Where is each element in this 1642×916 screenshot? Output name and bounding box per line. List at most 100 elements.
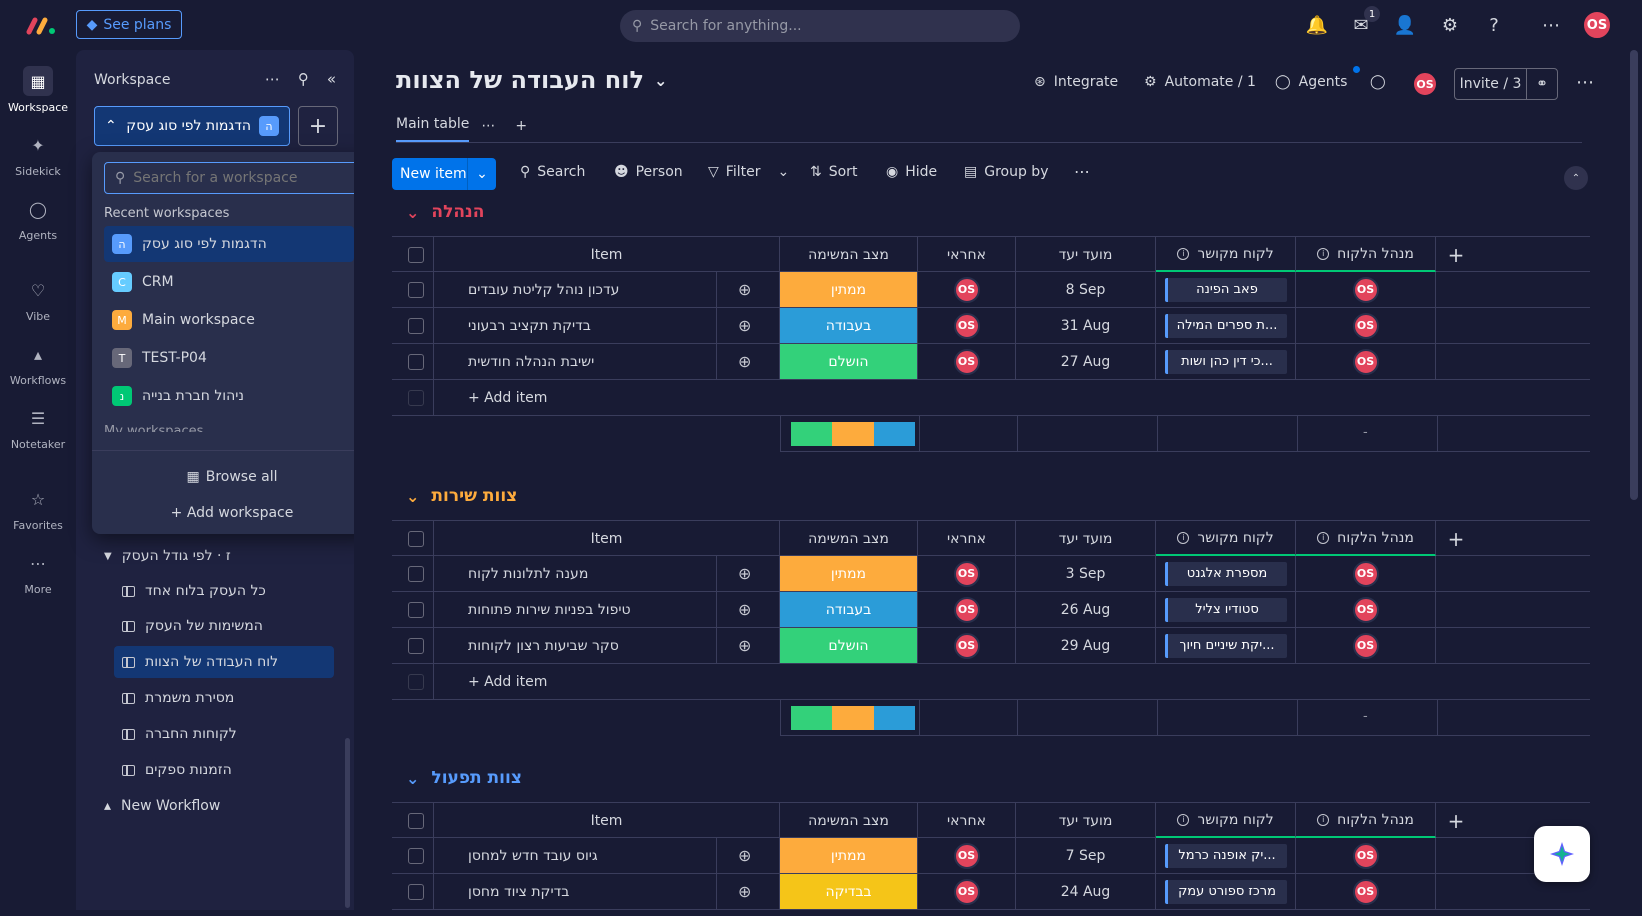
automate-button[interactable]: ⚙ Automate / 1 [1144, 74, 1256, 90]
apps-puzzle-icon[interactable]: ⚙ [1441, 14, 1459, 36]
item-name[interactable]: טיפול בפניות שירות פתוחות [468, 601, 631, 618]
person-avatar[interactable]: OS [953, 312, 980, 339]
due-date[interactable]: 3 Sep [1065, 565, 1106, 582]
toolbar-search-button[interactable]: ⚲ Search [520, 164, 585, 180]
global-search-input[interactable]: ⚲ Search for anything... [620, 10, 1020, 42]
cell-status[interactable]: בעבודה [780, 592, 918, 627]
chevron-down-icon[interactable]: ⌄ [476, 166, 488, 182]
linked-client-tag[interactable]: פאב הפינה [1164, 277, 1287, 302]
collapse-header-icon[interactable]: ⌃ [1564, 166, 1588, 190]
person-avatar[interactable]: OS [1352, 560, 1379, 587]
row-checkbox[interactable] [407, 353, 424, 370]
toolbar-more-icon[interactable]: ⋯ [1074, 162, 1090, 181]
workspace-option[interactable]: ה הדגמות לפי סוג עסק [104, 226, 354, 262]
board-item[interactable]: מסירת משמרת [114, 682, 334, 714]
browse-all-button[interactable]: ▦ Browse all [92, 462, 372, 492]
item-name[interactable]: ישיבת הנהלה חודשית [468, 353, 595, 370]
group-title[interactable]: ⌄ צוות תפעול [406, 768, 522, 788]
toolbar-hide-button[interactable]: ◉ Hide [886, 164, 937, 180]
cell-status[interactable]: בבדיקה [780, 874, 918, 909]
person-avatar[interactable]: OS [1352, 276, 1379, 303]
board-item-active[interactable]: לוח העבודה של הצוות [114, 646, 334, 678]
person-avatar[interactable]: OS [953, 560, 980, 587]
chevron-down-icon[interactable]: ⌄ [406, 486, 420, 506]
person-avatar[interactable]: OS [1352, 312, 1379, 339]
tab-main-table[interactable]: Main table [396, 110, 470, 142]
cell-status[interactable]: בעבודה [780, 308, 918, 343]
add-update-icon[interactable]: ⊕ [738, 564, 752, 583]
row-checkbox[interactable] [407, 565, 424, 582]
workspace-option[interactable]: C CRM [104, 264, 354, 300]
board-owner-avatar[interactable]: OS [1412, 71, 1438, 97]
info-icon[interactable]: i [1317, 531, 1330, 544]
row-checkbox[interactable] [407, 637, 424, 654]
info-icon[interactable]: i [1317, 813, 1330, 826]
help-icon[interactable]: ? [1489, 14, 1499, 36]
info-icon[interactable]: i [1177, 247, 1190, 260]
due-date[interactable]: 27 Aug [1060, 353, 1111, 370]
item-name[interactable]: גיוס עובד חדש למחסן [468, 847, 598, 864]
panel-scrollbar[interactable] [345, 738, 350, 908]
item-name[interactable]: מענה לתלונות לקוח [468, 565, 589, 582]
status-label[interactable]: בעבודה [825, 601, 872, 618]
person-avatar[interactable]: OS [953, 596, 980, 623]
inbox-icon[interactable]: ✉ 1 [1350, 6, 1380, 36]
person-avatar[interactable]: OS [953, 276, 980, 303]
row-checkbox[interactable] [407, 601, 424, 618]
due-date[interactable]: 26 Aug [1060, 601, 1111, 618]
linked-client-tag[interactable]: מרכז ספורט עמק [1164, 879, 1287, 904]
linked-client-tag[interactable]: ...כי דין כהן ושות [1164, 349, 1287, 374]
status-label[interactable]: בבדיקה [825, 883, 872, 900]
workspace-search-field[interactable]: ⚲ [104, 162, 360, 194]
workspace-option[interactable]: T TEST-P04 [104, 340, 354, 376]
add-update-icon[interactable]: ⊕ [738, 600, 752, 619]
ai-assistant-button[interactable] [1534, 826, 1590, 882]
board-more-icon[interactable]: ⋯ [1576, 72, 1594, 93]
row-checkbox[interactable] [407, 281, 424, 298]
workspace-option[interactable]: M Main workspace [104, 302, 354, 338]
select-all-checkbox[interactable] [407, 530, 424, 547]
item-name[interactable]: בדיקת ציוד מחסן [468, 883, 570, 900]
rail-more[interactable]: ⋯ More [0, 548, 76, 597]
new-item-button[interactable]: New item ⌄ [392, 158, 496, 190]
search-icon[interactable]: ⚲ [297, 70, 309, 88]
toolbar-sort-button[interactable]: ⇅ Sort [810, 164, 857, 180]
header-cell-cb[interactable] [398, 237, 434, 272]
header-cell-cb[interactable] [398, 521, 434, 556]
info-icon[interactable]: i [1317, 247, 1330, 260]
invite-member-icon[interactable]: 👤 [1393, 14, 1417, 36]
cell-status[interactable]: הושלם [780, 344, 918, 379]
chevron-down-icon[interactable]: ⌄ [406, 768, 420, 788]
board-item[interactable]: לקוחות החברה [114, 718, 334, 750]
header-cell-cb[interactable] [398, 803, 434, 838]
due-date[interactable]: 29 Aug [1060, 637, 1111, 654]
add-update-icon[interactable]: ⊕ [738, 352, 752, 371]
status-label[interactable]: ממתין [830, 847, 867, 864]
due-date[interactable]: 31 Aug [1060, 317, 1111, 334]
status-summary-bar[interactable] [791, 706, 915, 730]
info-icon[interactable]: i [1177, 531, 1190, 544]
group-title[interactable]: ⌄ הנהלה [406, 202, 484, 222]
comment-icon[interactable]: ◯ [1370, 74, 1386, 90]
person-avatar[interactable]: OS [953, 348, 980, 375]
add-update-icon[interactable]: ⊕ [738, 882, 752, 901]
row-checkbox[interactable] [407, 847, 424, 864]
row-checkbox[interactable] [407, 883, 424, 900]
status-label[interactable]: בעבודה [825, 317, 872, 334]
app-grid-icon[interactable]: ⋯ [1542, 14, 1560, 36]
add-update-icon[interactable]: ⊕ [738, 846, 752, 865]
rail-vibe[interactable]: ♡ Vibe [0, 275, 76, 324]
person-avatar[interactable]: OS [1352, 348, 1379, 375]
rail-workspace[interactable]: ▦ Workspace [0, 66, 76, 114]
group-title[interactable]: ⌄ צוות שירות [406, 486, 517, 506]
item-name[interactable]: בדיקת תקציב רבעוני [468, 317, 591, 334]
add-workspace-button[interactable]: + Add workspace [170, 505, 294, 521]
see-plans-button[interactable]: ◆ See plans [76, 10, 182, 39]
folder-item[interactable]: ▼ ז · לפי גודל העסק [96, 540, 316, 572]
person-avatar[interactable]: OS [1352, 842, 1379, 869]
main-scrollbar[interactable] [1630, 50, 1638, 500]
board-title[interactable]: לוח העבודה של הצוות ⌄ [396, 66, 667, 94]
status-label[interactable]: הושלם [828, 637, 869, 654]
chevron-down-icon[interactable]: ⌄ [406, 202, 420, 222]
add-column-button[interactable]: + [1447, 808, 1465, 833]
